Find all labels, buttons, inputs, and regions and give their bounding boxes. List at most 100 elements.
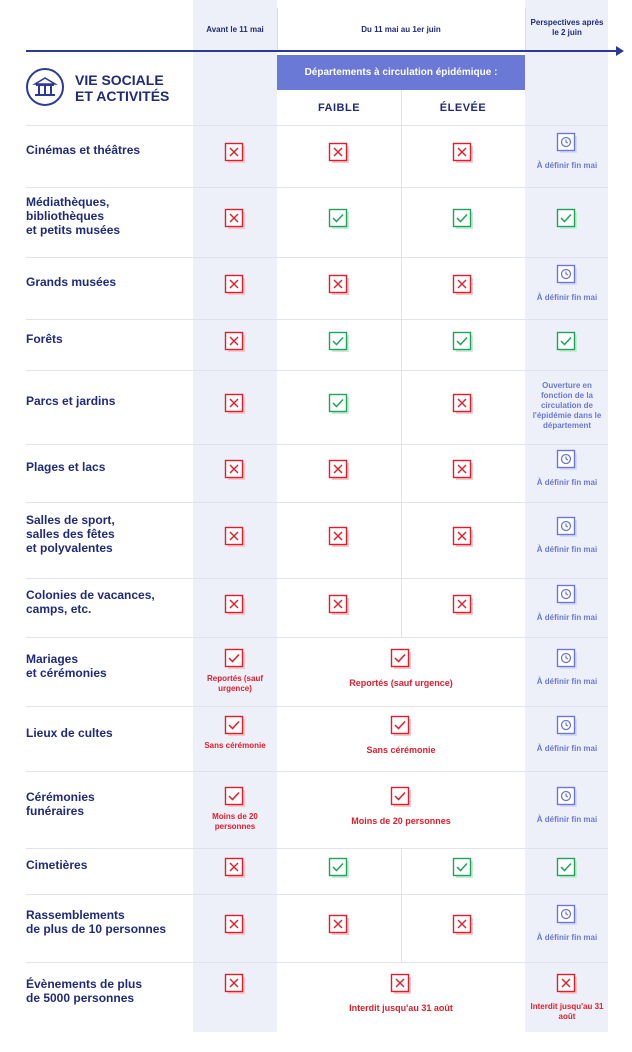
- row-divider: [26, 257, 608, 258]
- cross-box-icon: [452, 594, 474, 616]
- clock-box-icon: [556, 516, 578, 538]
- row-divider: [26, 187, 608, 188]
- row-divider: [26, 370, 608, 371]
- cell-divider: [401, 578, 402, 637]
- check-box-icon: [452, 208, 474, 230]
- row-label: Parcs et jardins: [26, 394, 116, 408]
- timeline-arrow: [26, 50, 618, 52]
- cross-box-icon: [328, 142, 350, 164]
- red-check-box-icon: [224, 648, 246, 670]
- row-label: Évènements de plus de 5000 personnes: [26, 977, 143, 1005]
- row-label: Forêts: [26, 331, 63, 346]
- row-label: Salles de sport, salles des fêtes et polyv…: [26, 513, 115, 555]
- cross-box-icon: [224, 393, 246, 415]
- clock-box-icon: [556, 132, 578, 154]
- clock-box-icon: [556, 449, 578, 471]
- cell-note: Reportés (sauf urgence): [349, 677, 453, 688]
- row-label: Lieux de cultes: [26, 725, 113, 740]
- row-label: Mariages et cérémonies: [26, 651, 107, 680]
- cross-box-icon: [452, 142, 474, 164]
- clock-box-icon: [556, 786, 578, 808]
- cell-note: Reportés (sauf urgence): [206, 673, 263, 693]
- section-title: VIE SOCIALE ET ACTIVITÉS: [75, 72, 169, 104]
- cross-box-icon: [452, 393, 474, 415]
- row-divider: [26, 894, 608, 895]
- check-box-icon: [556, 331, 578, 353]
- header-avant: Avant le 11 mai: [206, 25, 264, 34]
- header-elevee: ÉLEVÉE: [439, 101, 487, 114]
- timeline-arrow-head: [616, 46, 624, 56]
- cell-divider: [401, 125, 402, 187]
- cross-box-icon: [224, 594, 246, 616]
- cell-divider: [401, 502, 402, 578]
- row-label: Cimetières: [26, 858, 88, 872]
- cell-note: À définir fin mai: [536, 293, 598, 302]
- cell-note: Sans cérémonie: [366, 744, 436, 755]
- cross-box-icon: [224, 526, 246, 548]
- header-divider: [525, 8, 526, 50]
- cross-box-icon: [224, 973, 246, 995]
- header-du-11-mai: Du 11 mai au 1er juin: [361, 25, 441, 34]
- row-divider: [26, 706, 608, 707]
- cell-note: À définir fin mai: [536, 612, 598, 622]
- cross-box-icon: [224, 857, 246, 879]
- row-divider: [26, 125, 608, 126]
- cell-note: À définir fin mai: [536, 676, 598, 686]
- cell-note: Moins de 20 personnes: [212, 811, 258, 831]
- cell-divider: [401, 257, 402, 319]
- cell-note: À définir fin mai: [536, 933, 598, 942]
- check-box-icon: [328, 208, 350, 230]
- cross-box-icon: [328, 526, 350, 548]
- row-label: Rassemblements de plus de 10 personnes: [26, 908, 167, 936]
- check-box-icon: [328, 857, 350, 879]
- check-box-icon: [452, 857, 474, 879]
- cross-box-icon: [224, 208, 246, 230]
- cross-box-icon: [452, 914, 474, 936]
- check-box-icon: [556, 857, 578, 879]
- cross-box-icon: [328, 914, 350, 936]
- cross-box-icon: [328, 594, 350, 616]
- row-divider: [26, 637, 608, 638]
- cross-box-icon: [224, 914, 246, 936]
- cell-note: À définir fin mai: [536, 161, 598, 170]
- cross-box-icon: [452, 526, 474, 548]
- row-divider: [26, 444, 608, 445]
- departements-band: Départements à circulation épidémique :: [277, 55, 525, 90]
- header-perspectives: Perspectives après le 2 juin: [530, 18, 604, 37]
- building-icon: [26, 68, 64, 106]
- cell-note: Interdit jusqu'au 31 août: [530, 1002, 604, 1021]
- cross-box-icon: [452, 459, 474, 481]
- row-divider: [26, 502, 608, 503]
- row-divider: [26, 962, 608, 963]
- row-divider: [26, 319, 608, 320]
- cell-note: Moins de 20 personnes: [351, 815, 451, 826]
- subheader-divider: [401, 90, 402, 125]
- row-label: Cérémonies funéraires: [26, 789, 95, 818]
- cell-divider: [401, 187, 402, 257]
- row-divider: [26, 771, 608, 772]
- cross-box-icon: [224, 459, 246, 481]
- cell-divider: [401, 894, 402, 962]
- clock-box-icon: [556, 264, 578, 286]
- cell-note: Interdit jusqu'au 31 août: [349, 1003, 453, 1013]
- red-check-box-icon: [390, 715, 412, 737]
- clock-box-icon: [556, 584, 578, 606]
- red-check-box-icon: [390, 786, 412, 808]
- cell-divider: [401, 444, 402, 502]
- section-title-line1: VIE SOCIALE: [75, 72, 164, 88]
- check-box-icon: [328, 393, 350, 415]
- row-label: Colonies de vacances, camps, etc.: [26, 587, 155, 616]
- cell-note: À définir fin mai: [536, 478, 598, 487]
- cross-box-icon: [328, 459, 350, 481]
- cross-box-icon: [224, 274, 246, 296]
- row-label: Plages et lacs: [26, 460, 106, 474]
- cross-box-icon: [452, 274, 474, 296]
- cell-note: À définir fin mai: [536, 545, 598, 554]
- cell-note: À définir fin mai: [536, 814, 598, 824]
- header-divider: [277, 8, 278, 50]
- row-label: Médiathèques, bibliothèques et petits musé…: [26, 195, 121, 237]
- red-check-box-icon: [390, 648, 412, 670]
- row-divider: [26, 848, 608, 849]
- clock-box-icon: [556, 648, 578, 670]
- section-title-line2: ET ACTIVITÉS: [75, 88, 170, 104]
